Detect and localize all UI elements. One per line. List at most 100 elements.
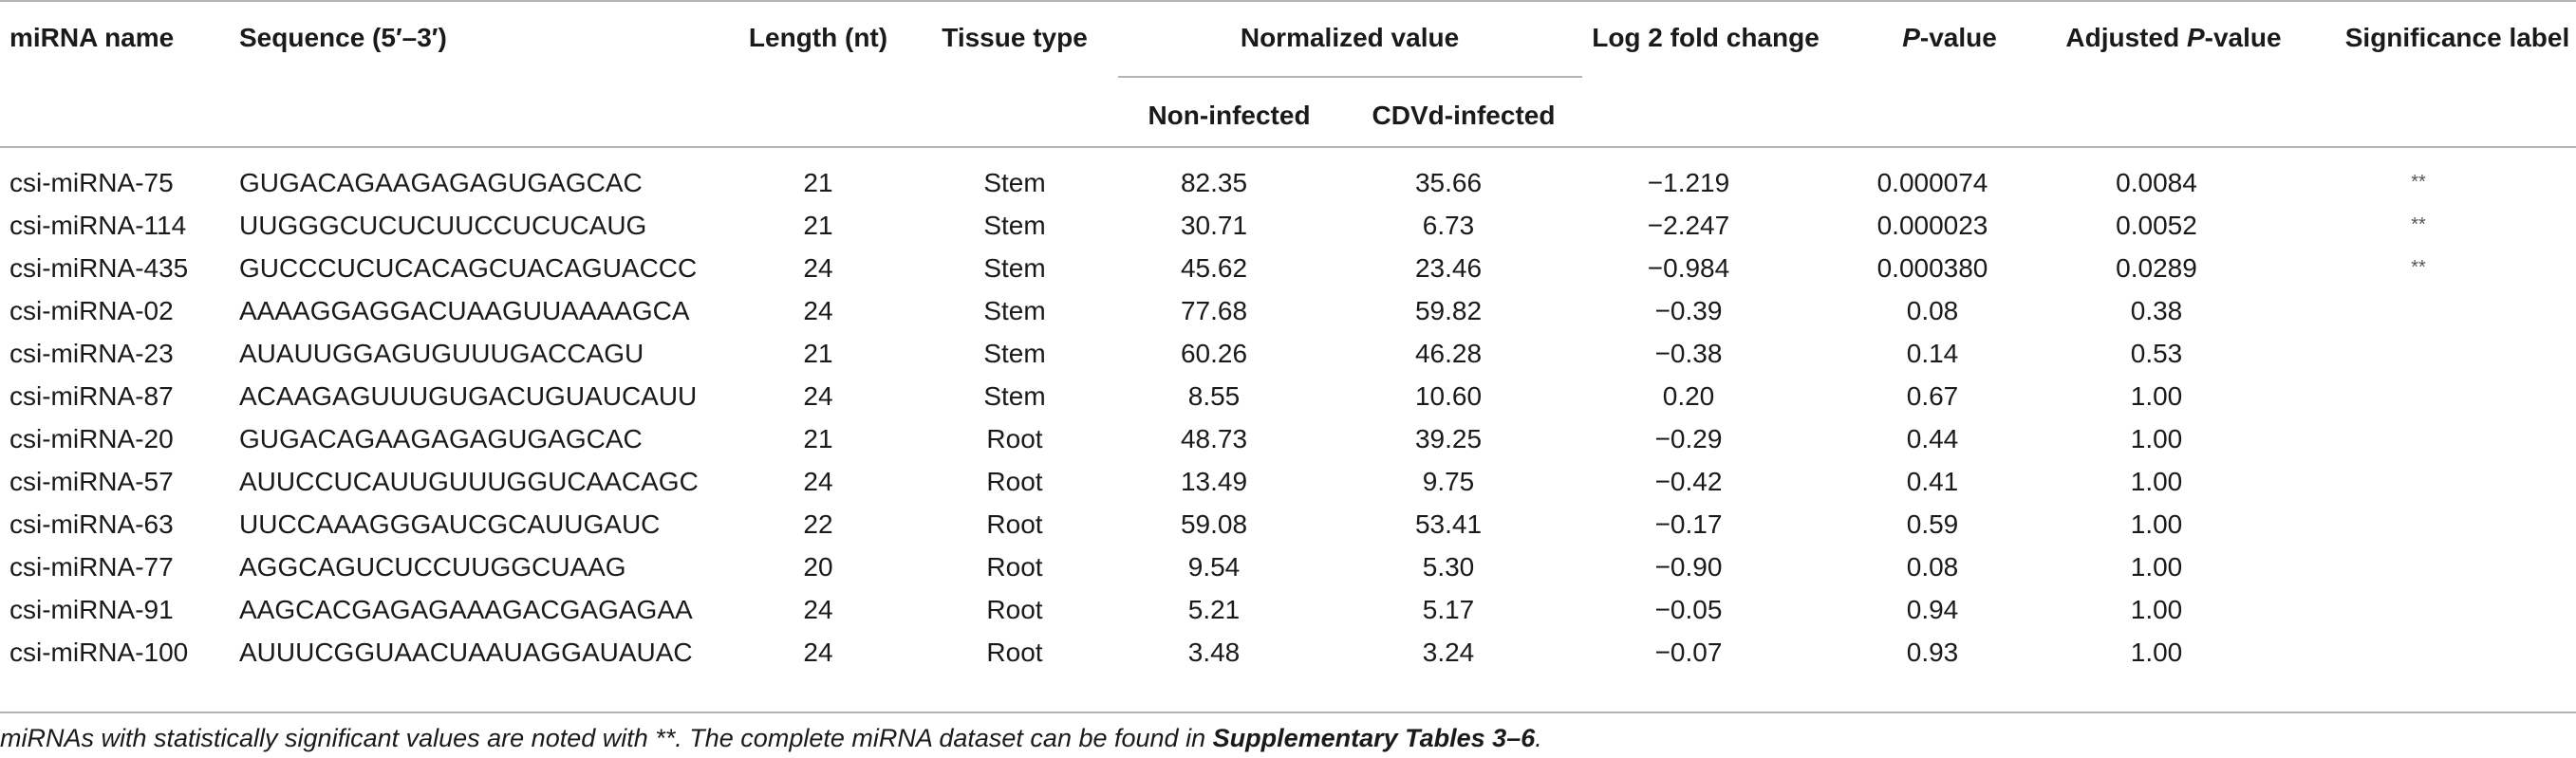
table-row: csi-miRNA-91 AAGCACGAGAGAAAGACGAGAGAA 24 Ro… <box>0 588 2576 631</box>
cell-non-infected: 9.54 <box>1187 551 1241 582</box>
cell-tissue-type: Root <box>986 508 1043 539</box>
cell-log2-fold-change: −0.984 <box>1647 252 1730 283</box>
header-adjusted-p-value: Adjusted P-value <box>2065 23 2281 53</box>
cell-length: 20 <box>803 551 833 582</box>
cell-cdvd-infected: 10.60 <box>1414 380 1483 411</box>
table-row: csi-miRNA-114 UUGGGCUCUCUUCCUCUCAUG 21 Stem… <box>0 204 2576 247</box>
cell-cdvd-infected: 3.24 <box>1422 637 1475 667</box>
cell-non-infected: 13.49 <box>1180 466 1248 496</box>
cell-cdvd-infected: 9.75 <box>1422 466 1475 496</box>
cell-length: 21 <box>803 210 833 240</box>
header-rule <box>0 146 2576 148</box>
cell-length: 22 <box>803 508 833 539</box>
table-row: csi-miRNA-100 AUUUCGGUAACUAAUAGGAUAUAC 24 R… <box>0 631 2576 674</box>
header-p-value-italic: P <box>1902 23 1920 52</box>
cell-p-value: 0.000074 <box>1876 167 1988 197</box>
cell-adjusted-p-value: 0.38 <box>2130 295 2183 325</box>
cell-non-infected: 30.71 <box>1180 210 1248 240</box>
cell-log2-fold-change: −0.90 <box>1654 551 1723 582</box>
cell-tissue-type: Root <box>986 551 1043 582</box>
cell-sequence: AGGCAGUCUCCUUGGCUAAG <box>239 551 626 582</box>
cell-adjusted-p-value: 1.00 <box>2130 423 2183 453</box>
cell-mirna-name: csi-miRNA-57 <box>9 466 174 496</box>
header-length: Length (nt) <box>748 23 888 52</box>
cell-log2-fold-change: −2.247 <box>1647 210 1730 240</box>
cell-mirna-name: csi-miRNA-87 <box>9 380 174 411</box>
cell-cdvd-infected: 39.25 <box>1414 423 1483 453</box>
cell-non-infected: 8.55 <box>1187 380 1241 411</box>
cell-adjusted-p-value: 0.0052 <box>2116 210 2197 240</box>
cell-significance-label: ** <box>2411 257 2426 278</box>
cell-sequence: UUGGGCUCUCUUCCUCUCAUG <box>239 210 647 240</box>
cell-cdvd-infected: 35.66 <box>1414 167 1483 197</box>
cell-tissue-type: Stem <box>983 338 1046 368</box>
cell-non-infected: 48.73 <box>1180 423 1248 453</box>
cell-length: 21 <box>803 338 833 368</box>
cell-tissue-type: Stem <box>983 380 1046 411</box>
cell-length: 24 <box>803 252 833 283</box>
cell-p-value: 0.67 <box>1906 380 1959 411</box>
cell-log2-fold-change: −0.42 <box>1654 466 1723 496</box>
cell-sequence: AUUUCGGUAACUAAUAGGAUAUAC <box>239 637 693 667</box>
header-significance-label: Significance label <box>2344 23 2570 52</box>
cell-tissue-type: Stem <box>983 167 1046 197</box>
cell-log2-fold-change: −0.05 <box>1654 594 1723 624</box>
cell-sequence: AAAAGGAGGACUAAGUUAAAAGCA <box>239 295 690 325</box>
cell-adjusted-p-value: 1.00 <box>2130 637 2183 667</box>
cell-sequence: AAGCACGAGAGAAAGACGAGAGAA <box>239 594 693 624</box>
cell-significance-label <box>2261 289 2576 332</box>
header-tissue-type: Tissue type <box>942 23 1088 52</box>
cell-cdvd-infected: 53.41 <box>1414 508 1483 539</box>
cell-mirna-name: csi-miRNA-23 <box>9 338 174 368</box>
cell-length: 24 <box>803 637 833 667</box>
cell-length: 24 <box>803 594 833 624</box>
cell-significance-label <box>2261 332 2576 375</box>
cell-tissue-type: Stem <box>983 210 1046 240</box>
cell-mirna-name: csi-miRNA-75 <box>9 167 174 197</box>
cell-sequence: AUUCCUCAUUGUUUGGUCAACAGC <box>239 466 699 496</box>
header-non-infected: Non-infected <box>1148 101 1311 130</box>
cell-significance-label: ** <box>2411 214 2426 235</box>
header-sequence: Sequence (5′–3′) <box>239 23 447 52</box>
cell-cdvd-infected: 46.28 <box>1414 338 1483 368</box>
footnote-text: miRNAs with statistically significant va… <box>0 724 1213 752</box>
cell-significance-label <box>2261 503 2576 545</box>
cell-adjusted-p-value: 0.0289 <box>2116 252 2197 283</box>
cell-adjusted-p-value: 0.0084 <box>2116 167 2197 197</box>
cell-tissue-type: Root <box>986 594 1043 624</box>
cell-significance-label <box>2261 460 2576 503</box>
cell-length: 21 <box>803 167 833 197</box>
table-row: csi-miRNA-57 AUUCCUCAUUGUUUGGUCAACAGC 24 Ro… <box>0 460 2576 503</box>
cell-p-value: 0.59 <box>1906 508 1959 539</box>
cell-p-value: 0.08 <box>1906 551 1959 582</box>
cell-mirna-name: csi-miRNA-77 <box>9 551 174 582</box>
cell-significance-label <box>2261 631 2576 674</box>
cell-non-infected: 59.08 <box>1180 508 1248 539</box>
cell-p-value: 0.93 <box>1906 637 1959 667</box>
footnote-supplementary-link[interactable]: Supplementary Tables 3–6 <box>1212 724 1536 752</box>
table-row: csi-miRNA-75 GUGACAGAAGAGAGUGAGCAC 21 Stem 8… <box>0 161 2576 204</box>
cell-mirna-name: csi-miRNA-02 <box>9 295 174 325</box>
cell-tissue-type: Stem <box>983 295 1046 325</box>
cell-mirna-name: csi-miRNA-100 <box>9 637 189 667</box>
cell-sequence: GUGACAGAAGAGAGUGAGCAC <box>239 167 643 197</box>
cell-cdvd-infected: 5.17 <box>1422 594 1475 624</box>
cell-sequence: ACAAGAGUUUGUGACUGUAUCAUU <box>239 380 698 411</box>
bottom-rule <box>0 712 2576 713</box>
cell-p-value: 0.41 <box>1906 466 1959 496</box>
cell-mirna-name: csi-miRNA-114 <box>9 210 187 240</box>
cell-adjusted-p-value: 1.00 <box>2130 508 2183 539</box>
cell-non-infected: 45.62 <box>1180 252 1248 283</box>
cell-sequence: AUAUUGGAGUGUUUGACCAGU <box>239 338 644 368</box>
cell-tissue-type: Stem <box>983 252 1046 283</box>
cell-cdvd-infected: 6.73 <box>1422 210 1475 240</box>
cell-significance-label <box>2261 588 2576 631</box>
cell-log2-fold-change: −0.39 <box>1654 295 1723 325</box>
cell-non-infected: 3.48 <box>1187 637 1241 667</box>
cell-significance-label <box>2261 417 2576 460</box>
cell-p-value: 0.08 <box>1906 295 1959 325</box>
header-normalized-value: Normalized value <box>1240 23 1460 52</box>
header-log2-fold-change: Log 2 fold change <box>1592 23 1820 52</box>
cell-mirna-name: csi-miRNA-63 <box>9 508 174 539</box>
